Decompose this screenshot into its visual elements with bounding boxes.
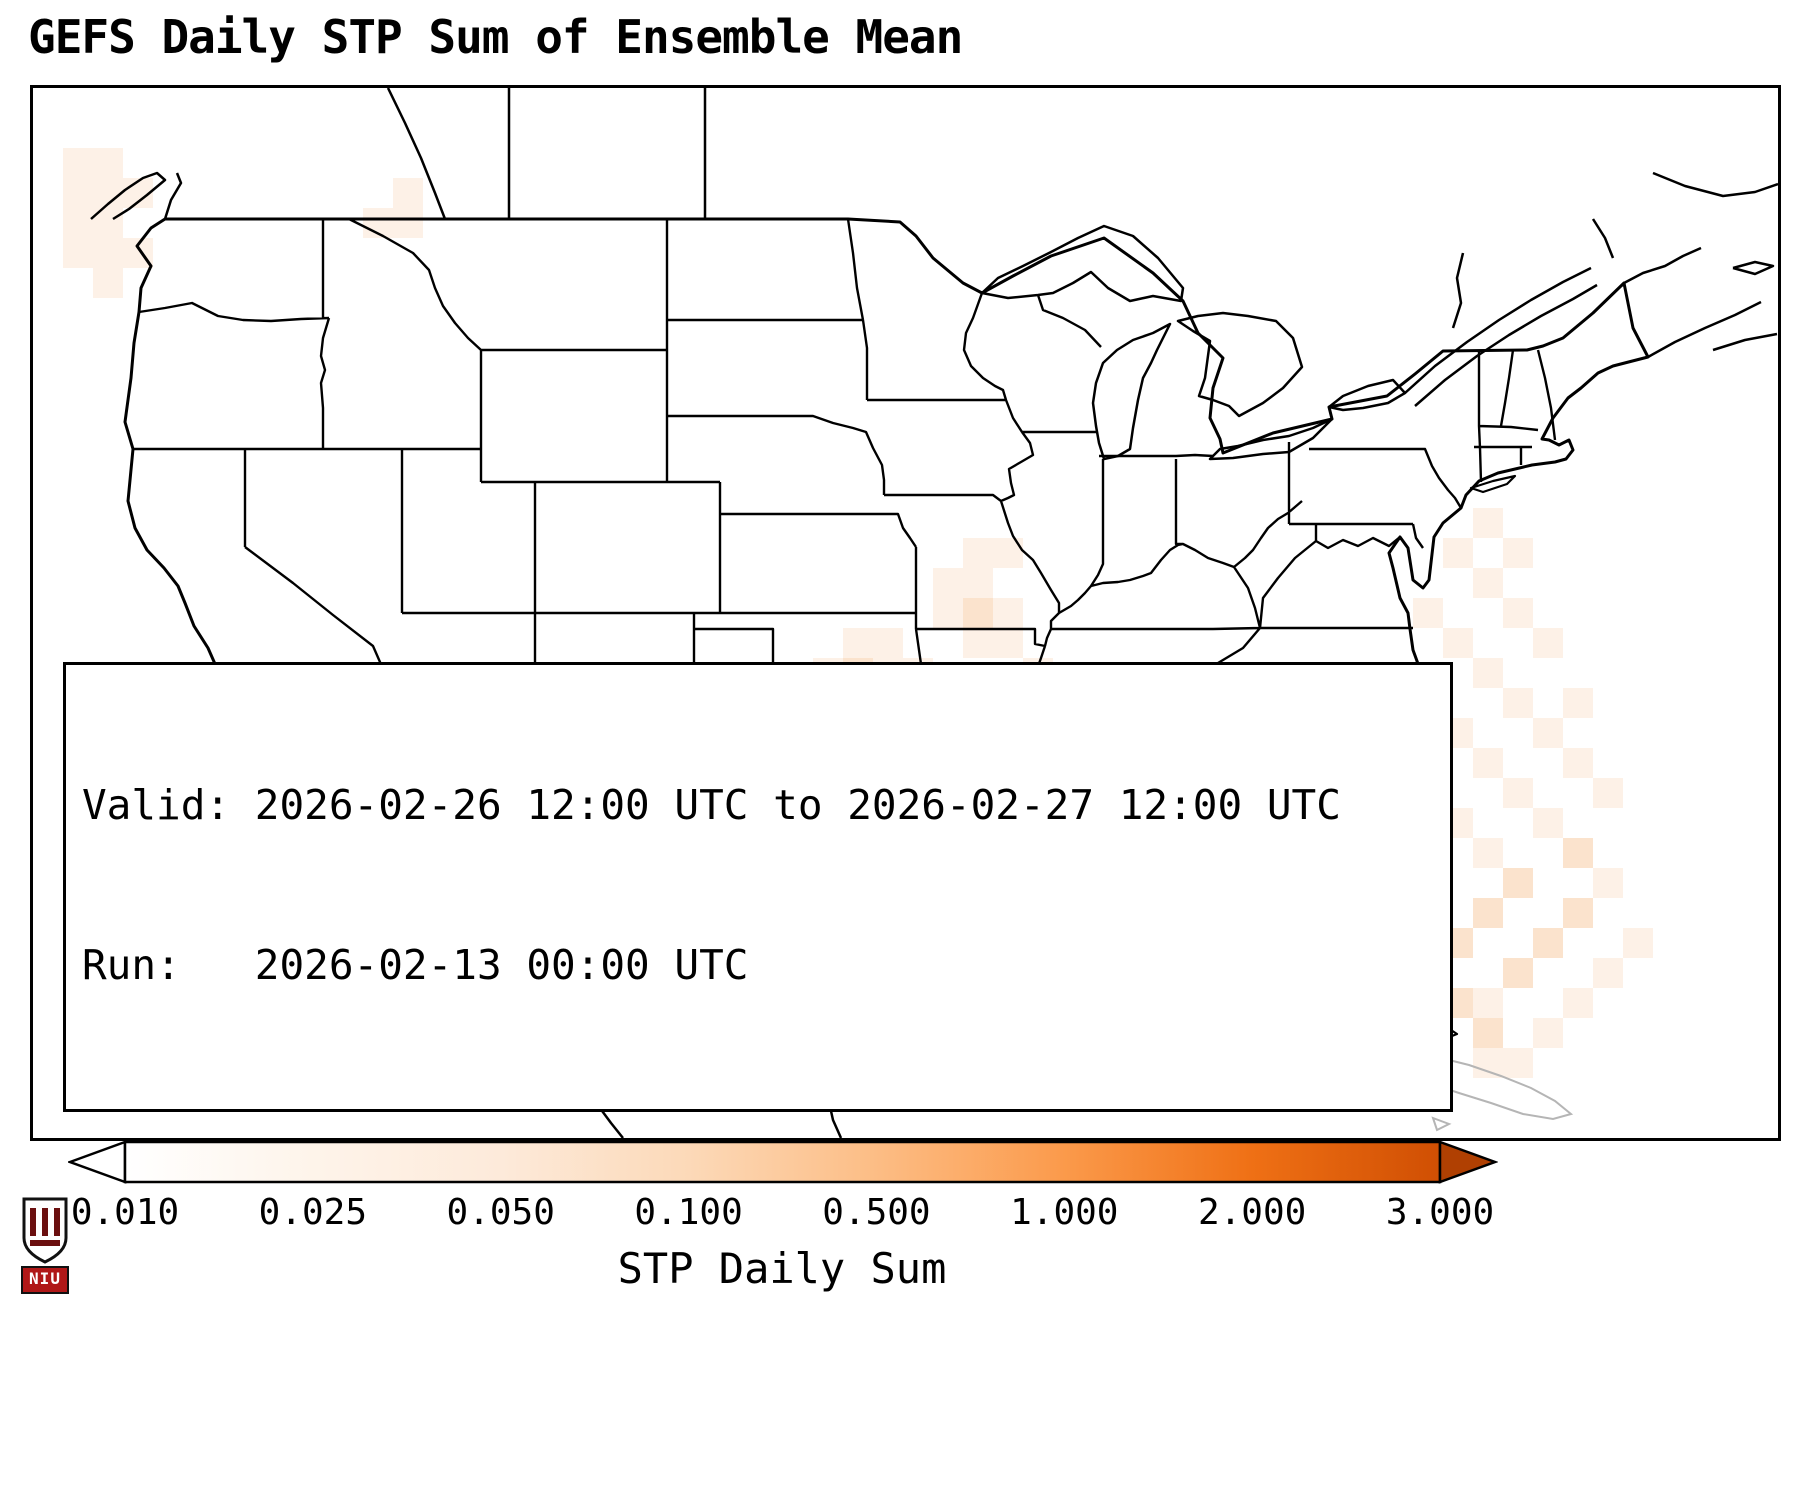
stp-cell (1563, 838, 1593, 868)
stp-cell (393, 178, 423, 208)
stp-cell (1443, 628, 1473, 658)
info-box: Valid: 2026-02-26 12:00 UTC to 2026-02-2… (63, 661, 1453, 1112)
stp-cell (1473, 748, 1503, 778)
colorbar-tick-label: 0.500 (822, 1192, 931, 1233)
colorbar-bar (66, 1140, 1499, 1184)
stp-cell (1443, 538, 1473, 568)
stp-cell (1623, 928, 1653, 958)
stp-cell (1563, 688, 1593, 718)
stp-cell (93, 148, 123, 178)
stp-cell (1533, 1018, 1563, 1048)
stp-cell (1503, 1048, 1533, 1078)
map-frame: Valid: 2026-02-26 12:00 UTC to 2026-02-2… (30, 85, 1781, 1141)
stp-cell (63, 238, 93, 268)
stp-cell (993, 598, 1023, 628)
stp-cell (1473, 1018, 1503, 1048)
stp-cell (843, 628, 873, 658)
valid-text: Valid: 2026-02-26 12:00 UTC to 2026-02-2… (82, 781, 1341, 830)
stp-cell (1473, 1048, 1503, 1078)
colorbar: 0.010 0.025 0.050 0.100 0.500 1.000 2.000 3.000… (66, 1140, 1499, 1320)
stp-cell (63, 148, 93, 178)
great-lakes (980, 224, 1407, 461)
stp-cell (963, 598, 993, 628)
colorbar-under-arrow (66, 1140, 127, 1184)
niu-shield-icon (21, 1197, 69, 1294)
run-text: Run: 2026-02-13 00:00 UTC (82, 941, 749, 990)
stp-cell (1473, 898, 1503, 928)
stp-cell (1593, 958, 1623, 988)
stp-cell (1503, 868, 1533, 898)
stp-cell (1563, 988, 1593, 1018)
stp-cell (1503, 958, 1533, 988)
stp-cell (963, 628, 993, 658)
stp-cell (1593, 868, 1623, 898)
colorbar-tick-label: 0.025 (258, 1192, 368, 1233)
niu-logo-text: NIU (29, 1269, 61, 1288)
stp-cell (1503, 538, 1533, 568)
colorbar-gradient (123, 1140, 1442, 1184)
colorbar-label: STP Daily Sum (617, 1244, 947, 1293)
colorbar-tick-label: 0.010 (70, 1192, 180, 1233)
stp-cell (1503, 688, 1533, 718)
stp-cell (993, 628, 1023, 658)
canada-borders (90, 88, 1778, 407)
stp-cell (1473, 568, 1503, 598)
stp-cell (1473, 988, 1503, 1018)
stp-cell (963, 568, 993, 598)
stp-cell (1503, 598, 1533, 628)
stp-cell (1473, 838, 1503, 868)
stp-cell (393, 208, 423, 238)
stp-cell (1413, 598, 1443, 628)
stp-cell (63, 208, 93, 238)
stp-cell (1533, 808, 1563, 838)
stp-cell (93, 268, 123, 298)
stp-cell (1503, 778, 1533, 808)
stp-cell (1473, 658, 1503, 688)
colorbar-tick-label: 1.000 (1010, 1192, 1119, 1233)
stp-cell (873, 628, 903, 658)
stp-cell (93, 238, 123, 268)
stp-cell (63, 178, 93, 208)
colorbar-tick-label: 2.000 (1197, 1192, 1307, 1233)
stp-cell (1533, 928, 1563, 958)
stp-cell (1563, 898, 1593, 928)
stp-cell (1533, 628, 1563, 658)
stp-cell (933, 598, 963, 628)
colorbar-tick-label: 0.100 (634, 1192, 743, 1233)
niu-logo: NIU (20, 1196, 70, 1296)
colorbar-tick-label: 3.000 (1385, 1192, 1495, 1233)
stp-cell (933, 568, 963, 598)
stp-cell (1473, 508, 1503, 538)
colorbar-over-arrow (1438, 1140, 1499, 1184)
stp-cell (1593, 778, 1623, 808)
stp-cell (963, 538, 993, 568)
stp-cell (1563, 748, 1593, 778)
colorbar-ticks: 0.010 0.025 0.050 0.100 0.500 1.000 2.000 3.000 (68, 1192, 1498, 1236)
stp-cell (1533, 718, 1563, 748)
colorbar-tick-label: 0.050 (446, 1192, 555, 1233)
chart-title: GEFS Daily STP Sum of Ensemble Mean (28, 10, 963, 64)
